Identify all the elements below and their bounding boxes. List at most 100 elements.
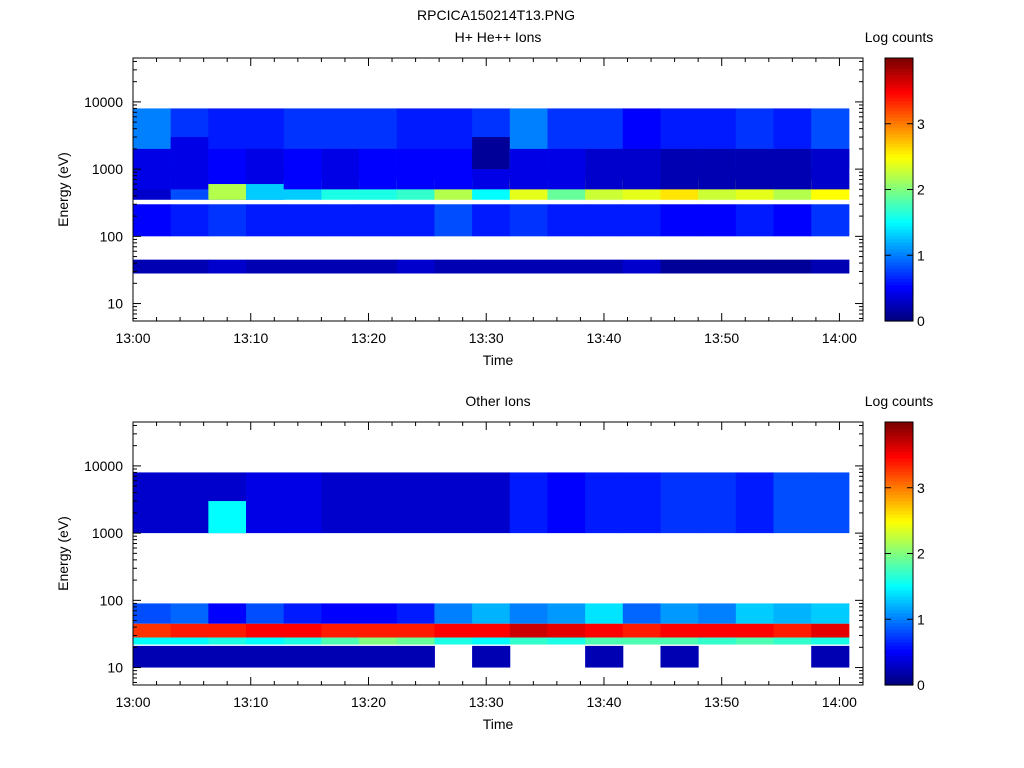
colorbar-swatch <box>885 153 913 158</box>
colorbar-swatch <box>885 225 913 230</box>
colorbar-swatch <box>885 117 913 122</box>
colorbar-swatch <box>885 563 913 568</box>
colorbar-swatch <box>885 425 913 430</box>
colorbar-swatch <box>885 537 913 541</box>
heatmap-cell <box>547 603 586 624</box>
heatmap-cell <box>321 259 360 274</box>
heatmap-cell <box>133 472 172 534</box>
colorbar-swatch <box>885 655 913 660</box>
heatmap-cell <box>396 472 435 534</box>
heatmap-cell <box>396 623 435 638</box>
heatmap-cell <box>396 603 435 624</box>
x-tick-label: 13:10 <box>233 694 268 710</box>
heatmap-cell <box>735 148 775 190</box>
colorbar-swatch <box>885 202 913 207</box>
colorbar-swatch <box>885 284 913 289</box>
heatmap-cell <box>472 637 511 645</box>
colorbar-swatch <box>885 232 913 237</box>
y-tick-label: 100 <box>100 228 124 244</box>
colorbar-swatch <box>885 573 913 578</box>
heatmap-cell <box>811 259 850 274</box>
colorbar-swatch <box>885 245 913 250</box>
colorbar-swatch <box>885 156 913 161</box>
heatmap-cell <box>660 204 699 237</box>
heatmap-cell <box>509 472 548 534</box>
x-tick-label: 14:00 <box>822 694 857 710</box>
colorbar-swatch <box>885 212 913 217</box>
colorbar-swatch <box>885 186 913 191</box>
colorbar-swatch <box>885 671 913 676</box>
colorbar-swatch <box>885 665 913 670</box>
colorbar-swatch <box>885 550 913 555</box>
heatmap-cell <box>509 603 548 624</box>
colorbar-swatch <box>885 255 913 260</box>
colorbar-swatch <box>885 58 913 62</box>
y-tick-label: 1000 <box>92 161 123 177</box>
colorbar-swatch <box>885 97 913 102</box>
heatmap-cell <box>472 204 511 237</box>
colorbar-swatch <box>885 474 913 479</box>
y-tick-label: 10 <box>107 296 123 312</box>
colorbar-swatch <box>885 265 913 269</box>
colorbar-swatch <box>885 222 913 227</box>
heatmap-cell <box>133 204 172 237</box>
colorbar-swatch <box>885 592 913 597</box>
heatmap-cell <box>283 148 322 190</box>
colorbar-swatch <box>885 668 913 673</box>
colorbar-swatch <box>885 268 913 273</box>
colorbar-swatch <box>885 504 913 509</box>
colorbar-tick-label: 2 <box>917 546 925 562</box>
heatmap-cell <box>321 148 360 190</box>
heatmap-cell <box>321 623 360 638</box>
colorbar-swatch <box>885 140 913 145</box>
heatmap-cell <box>208 623 247 638</box>
colorbar-swatch <box>885 438 913 443</box>
colorbar-swatch <box>885 652 913 657</box>
colorbar-tick-label: 0 <box>917 677 925 693</box>
colorbar-swatch <box>885 307 913 312</box>
colorbar-swatch <box>885 64 913 69</box>
x-tick-label: 13:40 <box>586 694 621 710</box>
panel-title: H+ He++ Ions <box>455 29 542 45</box>
heatmap-cell <box>660 603 699 624</box>
heatmap-cell <box>246 148 285 190</box>
colorbar-swatch <box>885 487 913 492</box>
colorbar-tick-label: 2 <box>917 182 925 198</box>
colorbar-swatch <box>885 520 913 525</box>
colorbar-swatch <box>885 173 913 177</box>
heatmap-cell <box>698 637 737 645</box>
heatmap-cell <box>585 204 624 237</box>
colorbar-swatch <box>885 130 913 135</box>
heatmap-cell <box>170 637 209 645</box>
colorbar-swatch <box>885 74 913 79</box>
colorbar-swatch <box>885 281 913 286</box>
heatmap-cell <box>170 204 209 237</box>
colorbar-swatch <box>885 471 913 476</box>
heatmap-cell <box>585 603 624 624</box>
colorbar-swatch <box>885 205 913 210</box>
heatmap-cell <box>396 204 435 237</box>
x-tick-label: 13:30 <box>469 330 504 346</box>
heatmap-cell <box>698 148 737 190</box>
heatmap-cell <box>660 472 699 534</box>
heatmap-cell <box>472 645 511 668</box>
colorbar-swatch <box>885 517 913 522</box>
colorbar-swatch <box>885 90 913 95</box>
colorbar-swatch <box>885 609 913 614</box>
y-axis-label: Energy (eV) <box>55 516 71 591</box>
heatmap-cell <box>359 645 398 668</box>
heatmap-cell <box>585 259 624 274</box>
heatmap-cell <box>735 472 775 534</box>
colorbar-swatch <box>885 291 913 296</box>
colorbar-swatch <box>885 294 913 299</box>
heatmap-cell <box>434 603 473 624</box>
colorbar-swatch <box>885 491 913 495</box>
heatmap-cell <box>321 637 360 645</box>
colorbar-swatch <box>885 615 913 620</box>
colorbar-swatch <box>885 461 913 466</box>
colorbar-swatch <box>885 533 913 538</box>
colorbar-swatch <box>885 497 913 502</box>
colorbar-swatch <box>885 622 913 627</box>
colorbar-swatch <box>885 77 913 82</box>
heatmap-cell <box>208 501 247 534</box>
